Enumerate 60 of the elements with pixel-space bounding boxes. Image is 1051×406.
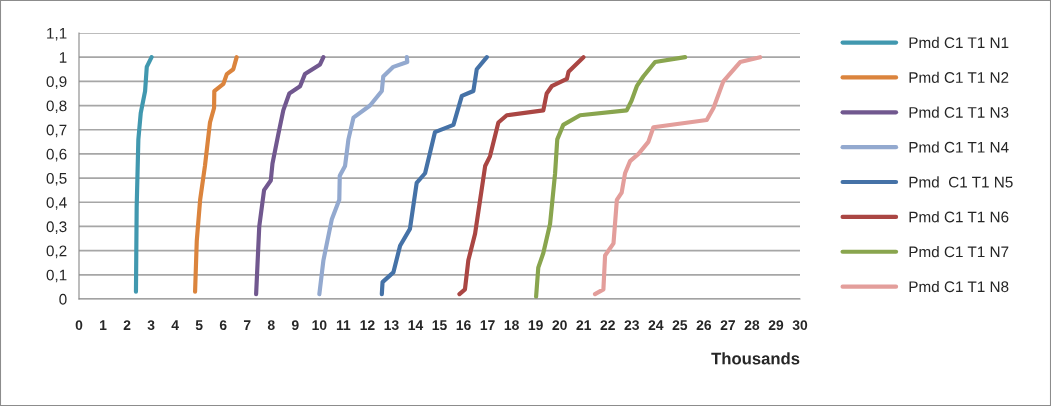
- x-tick-label: 25: [672, 320, 688, 331]
- y-tick-label: 0,2: [46, 245, 67, 259]
- x-tick-label: 29: [768, 320, 784, 331]
- line-series: [379, 55, 489, 297]
- y-tick-label: 0,8: [46, 100, 67, 114]
- legend-label: Pmd C1 T1 N5: [909, 176, 1013, 188]
- x-tick-label: 14: [408, 320, 424, 330]
- line-series: [592, 55, 763, 297]
- x-tick-label: 19: [528, 320, 543, 331]
- x-tick-label: 3: [147, 320, 155, 331]
- x-tick-label: 12: [360, 320, 375, 330]
- x-tick-label: 2: [123, 320, 131, 330]
- x-tick-label: 20: [552, 320, 567, 331]
- x-tick-label: 17: [480, 320, 495, 330]
- x-tick-label: 0: [75, 320, 83, 331]
- x-tick-label: 23: [624, 320, 639, 331]
- y-tick-label: 0,1: [46, 269, 67, 283]
- y-tick-label: 0,9: [46, 76, 67, 89]
- x-tick-label: 24: [648, 320, 664, 330]
- x-tick-label: 21: [576, 320, 592, 330]
- legend-label: Pmd C1 T1 N7: [909, 246, 1009, 258]
- line-series: [133, 55, 154, 294]
- x-axis-title: Thousands: [711, 352, 800, 365]
- x-tick-label: 18: [504, 320, 519, 331]
- y-tick-label: 0,4: [46, 197, 67, 210]
- y-tick-label: 0: [59, 293, 67, 305]
- x-tick-label: 11: [336, 320, 351, 330]
- x-tick-label: 10: [312, 320, 327, 331]
- x-tick-label: 4: [171, 320, 179, 330]
- x-tick-label: 27: [720, 320, 736, 330]
- legend-label: Pmd C1 T1 N2: [909, 71, 1009, 83]
- x-tick-label: 8: [267, 320, 275, 331]
- x-tick-label: 26: [696, 320, 712, 331]
- y-tick-label: 1: [59, 52, 67, 63]
- legend-label: Pmd C1 T1 N8: [909, 280, 1009, 293]
- y-tick-label: 0,6: [46, 148, 67, 162]
- line-series: [317, 55, 410, 297]
- legend-label: Pmd C1 T1 N4: [909, 141, 1009, 153]
- x-tick-label: 5: [195, 320, 203, 331]
- x-tick-label: 15: [432, 320, 447, 331]
- y-tick-label: 0,5: [46, 172, 67, 186]
- y-tick-label: 0,3: [46, 221, 67, 234]
- x-tick-label: 13: [384, 320, 399, 331]
- legend-label: Pmd C1 T1 N3: [909, 106, 1009, 118]
- x-tick-label: 28: [744, 320, 760, 331]
- legend-label: Pmd C1 T1 N6: [909, 211, 1009, 223]
- x-tick-label: 6: [219, 320, 227, 331]
- x-tick-label: 7: [243, 320, 251, 330]
- x-tick-label: 9: [291, 320, 299, 331]
- line-series: [457, 55, 586, 297]
- line-series: [192, 55, 239, 294]
- y-tick-label: 1,1: [47, 28, 67, 41]
- x-tick-label: 1: [100, 320, 107, 330]
- line-series: [534, 55, 688, 299]
- x-tick-label: 22: [600, 320, 615, 330]
- y-tick-label: 0,7: [46, 124, 67, 138]
- x-tick-label: 16: [456, 320, 471, 331]
- x-tick-label: 30: [792, 320, 808, 331]
- line-series: [254, 55, 326, 297]
- legend-label: Pmd C1 T1 N1: [909, 36, 1009, 49]
